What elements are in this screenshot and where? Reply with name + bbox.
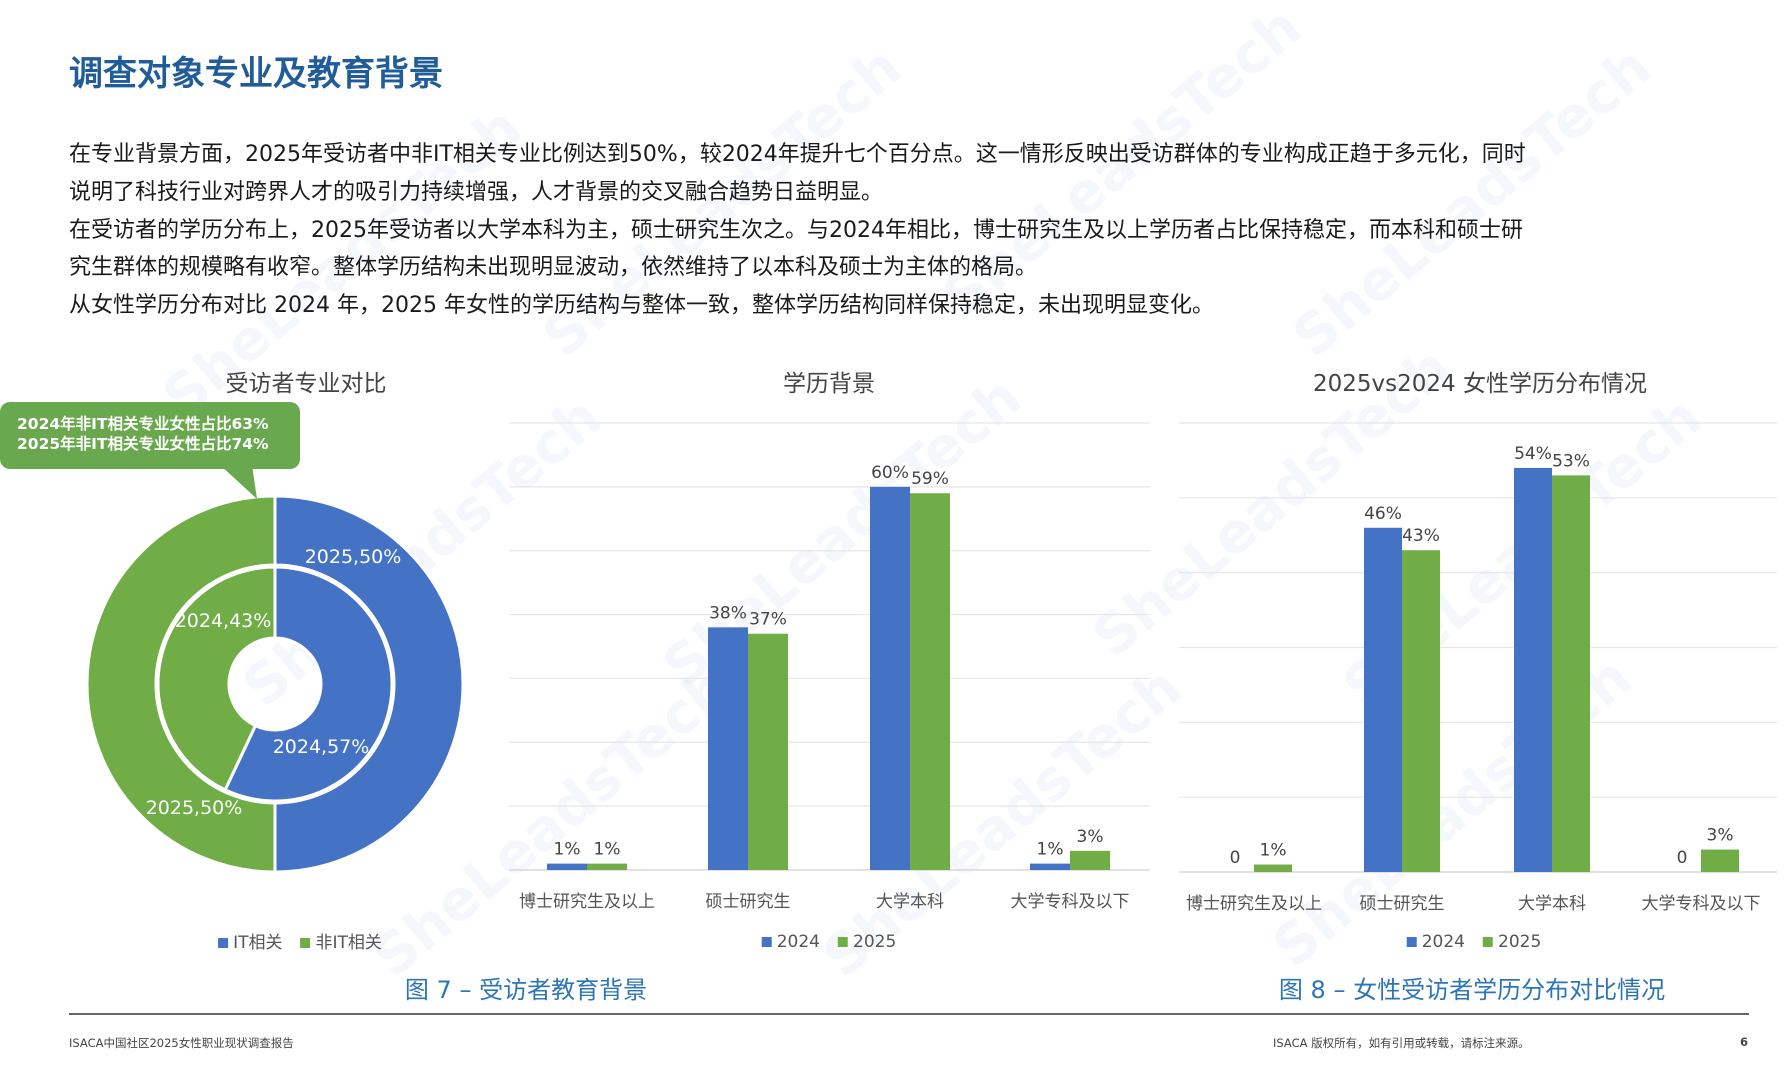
- legend-item-2024: 2024: [1406, 932, 1465, 952]
- footer-copyright: ISACA 版权所有，如有引用或转载，请标注来源。: [1273, 1036, 1530, 1050]
- bar-2025: [1701, 849, 1739, 872]
- bar-data-label: 59%: [911, 469, 949, 489]
- bar-2024: [1364, 527, 1402, 872]
- paragraph-line: 在专业背景方面，2025年受访者中非IT相关专业比例达到50%，较2024年提升…: [69, 142, 1526, 167]
- legend-item-it: IT相关: [218, 928, 283, 953]
- paragraph-line: 究生群体的规模略有收窄。整体学历结构未出现明显波动，依然维持了以本科及硕士为主体…: [69, 255, 1038, 281]
- donut-data-label: 2025,50%: [305, 546, 402, 568]
- figure-8-caption: 图 8 – 女性受访者学历分布对比情况: [1278, 976, 1666, 1004]
- bar-2025: [910, 493, 950, 870]
- bar-data-label: 1%: [1037, 840, 1064, 860]
- bar-data-label: 43%: [1402, 526, 1440, 546]
- donut-chart-title: 受访者专业对比: [225, 371, 387, 397]
- donut-slice-2024-it: [223, 565, 394, 803]
- bar-data-label: 54%: [1514, 444, 1552, 464]
- donut-slice-2024-non-it: [156, 565, 277, 792]
- legend-label: 2024: [1421, 932, 1465, 952]
- bar-data-label: 0: [1230, 848, 1241, 868]
- bar-data-label: 38%: [709, 603, 747, 623]
- footer-report-name: ISACA中国社区2025女性职业现状调查报告: [69, 1036, 294, 1050]
- page-title: 调查对象专业及教育背景: [69, 54, 443, 94]
- donut-data-label: 2025,50%: [146, 797, 243, 819]
- bar-2025: [1254, 864, 1292, 872]
- female-education-chart-title: 2025vs2024 女性学历分布情况: [1313, 371, 1647, 397]
- bar-data-label: 3%: [1707, 826, 1734, 846]
- bar-data-label: 53%: [1552, 451, 1590, 471]
- legend-item-2024: 2024: [761, 932, 820, 952]
- category-label: 硕士研究生: [1360, 894, 1445, 914]
- donut-data-label: 2024,57%: [273, 736, 370, 758]
- donut-slice-2025-non-it: [85, 494, 277, 874]
- bar-data-label: 60%: [871, 463, 909, 483]
- intro-paragraph: 在专业背景方面，2025年受访者中非IT相关专业比例达到50%，较2024年提升…: [69, 136, 1749, 325]
- paragraph-line: 在受访者的学历分布上，2025年受访者以大学本科为主，硕士研究生次之。与2024…: [69, 217, 1523, 243]
- footer-divider: [69, 1013, 1749, 1015]
- bar-2024: [547, 863, 587, 870]
- legend-item-2025: 2025: [1483, 932, 1541, 952]
- bar-data-label: 1%: [594, 840, 621, 860]
- education-legend: 2024 2025: [761, 932, 896, 952]
- donut-slice-2025-it: [273, 494, 465, 874]
- bar-data-label: 1%: [1260, 841, 1287, 861]
- legend-item-non-it: 非IT相关: [300, 928, 382, 953]
- category-label: 大学专科及以下: [1642, 894, 1761, 914]
- category-label: 大学本科: [876, 892, 944, 912]
- paragraph-line: 说明了科技行业对跨界人才的吸引力持续增强，人才背景的交叉融合趋势日益明显。: [69, 179, 884, 205]
- legend-label: 非IT相关: [315, 933, 382, 953]
- bar-2024: [1030, 863, 1070, 870]
- category-label: 硕士研究生: [706, 892, 791, 912]
- callout-line: 2024年非IT相关专业女性占比63%: [17, 415, 269, 433]
- callout-pointer: [220, 465, 257, 499]
- donut-chart: 2025,50% 2024,43% 2024,57% 2025,50%: [85, 465, 465, 874]
- bar-data-label: 3%: [1077, 827, 1104, 847]
- bar-2025: [1402, 550, 1440, 872]
- legend-label: 2025: [1498, 932, 1542, 952]
- legend-label: 2024: [776, 932, 820, 952]
- bar-data-label: 46%: [1364, 504, 1402, 524]
- legend-label: IT相关: [233, 933, 283, 953]
- category-label: 大学本科: [1518, 894, 1586, 914]
- legend-label: 2025: [853, 932, 897, 952]
- donut-legend: IT相关 非IT相关: [218, 928, 382, 953]
- callout-line: 2025年非IT相关专业女性占比74%: [17, 435, 269, 453]
- bar-data-label: 0: [1677, 848, 1688, 868]
- legend-item-2025: 2025: [838, 932, 896, 952]
- callout-box: 2024年非IT相关专业女性占比63% 2025年非IT相关专业女性占比74%: [0, 402, 300, 469]
- bar-2024: [708, 627, 748, 870]
- bar-data-label: 37%: [749, 610, 787, 630]
- bar-2025: [748, 633, 788, 870]
- paragraph-line: 从女性学历分布对比 2024 年，2025 年女性的学历结构与整体一致，整体学历…: [69, 293, 1214, 319]
- bar-2024: [870, 486, 910, 870]
- bar-2025: [1552, 475, 1590, 872]
- bar-2025: [587, 863, 627, 870]
- category-label: 博士研究生及以上: [1186, 894, 1322, 914]
- female-education-legend: 2024 2025: [1406, 932, 1541, 952]
- bar-data-label: 1%: [554, 840, 581, 860]
- donut-data-label: 2024,43%: [175, 610, 272, 632]
- bar-2025: [1070, 850, 1110, 870]
- category-label: 大学专科及以下: [1011, 892, 1130, 912]
- bar-2024: [1514, 467, 1552, 872]
- category-label: 博士研究生及以上: [519, 892, 655, 912]
- page-number: 6: [1740, 1035, 1749, 1049]
- figure-7-caption: 图 7 – 受访者教育背景: [404, 976, 648, 1004]
- education-chart-title: 学历背景: [783, 371, 875, 397]
